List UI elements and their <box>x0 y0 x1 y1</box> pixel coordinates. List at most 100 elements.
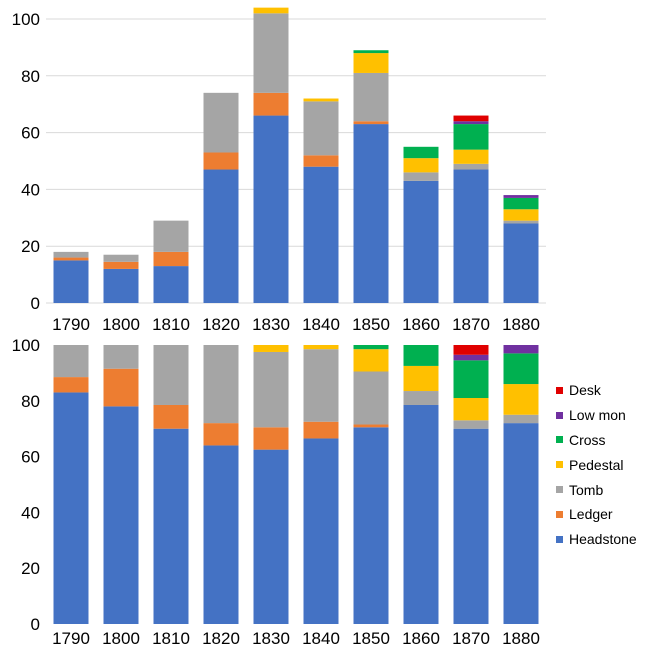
legend-item-cross: Cross <box>556 428 637 453</box>
bar-pedestal-1850 <box>353 53 389 73</box>
y-tick-label: 20 <box>21 559 40 578</box>
bar-desk-1870 <box>453 345 489 355</box>
legend-swatch-pedestal <box>556 461 563 469</box>
x-tick-label: 1880 <box>502 629 540 648</box>
x-tick-label: 1820 <box>202 315 240 334</box>
bar-headstone-1880 <box>503 423 539 624</box>
bar-tomb-1870 <box>453 420 489 429</box>
bar-tomb-1850 <box>353 371 389 425</box>
bar-pedestal-1830 <box>253 7 289 14</box>
bar-pedestal-1870 <box>453 398 489 421</box>
bar-tomb-1800 <box>103 345 139 369</box>
x-tick-label: 1860 <box>402 629 440 648</box>
x-tick-label: 1860 <box>402 315 440 334</box>
bar-tomb-1830 <box>253 351 289 428</box>
bar-pedestal-1860 <box>403 158 439 173</box>
y-tick-label: 100 <box>12 10 40 29</box>
bar-headstone-1820 <box>203 169 239 303</box>
legend-label-tomb: Tomb <box>569 481 604 498</box>
bar-pedestal-1880 <box>503 384 539 415</box>
legend-item-headstone: Headstone <box>556 527 637 552</box>
y-tick-label: 80 <box>21 392 40 411</box>
legend-swatch-desk <box>556 386 563 394</box>
bar-cross-1880 <box>503 197 539 210</box>
bar-pedestal-1870 <box>453 149 489 164</box>
bar-tomb-1820 <box>203 345 239 424</box>
bar-low-mon-1870 <box>453 354 489 361</box>
y-tick-label: 0 <box>31 615 40 634</box>
y-tick-label: 40 <box>21 503 40 522</box>
x-tick-label: 1850 <box>352 315 390 334</box>
bar-low-mon-1880 <box>503 195 539 198</box>
y-tick-label: 40 <box>21 180 40 199</box>
bar-tomb-1850 <box>353 72 389 122</box>
bar-cross-1870 <box>453 124 489 150</box>
legend-item-low-mon: Low mon <box>556 403 637 428</box>
bar-headstone-1860 <box>403 404 439 624</box>
bar-tomb-1880 <box>503 414 539 424</box>
legend-label-cross: Cross <box>569 431 606 448</box>
bar-low-mon-1870 <box>453 121 489 125</box>
bar-tomb-1790 <box>53 251 89 258</box>
y-tick-label: 0 <box>31 294 40 313</box>
x-tick-label: 1790 <box>52 315 90 334</box>
x-tick-label: 1830 <box>252 629 290 648</box>
bar-headstone-1840 <box>303 438 339 624</box>
bar-headstone-1850 <box>353 427 389 624</box>
bar-ledger-1830 <box>253 92 289 116</box>
bar-ledger-1800 <box>103 261 139 269</box>
legend-label-headstone: Headstone <box>569 531 637 548</box>
bottom-stacked-percent-chart: 0 20 40 60 80 100 1790 1800 1810 1820 1830 1840 1850… <box>12 336 540 648</box>
y-tick-label: 100 <box>12 336 40 355</box>
bar-ledger-1810 <box>153 251 189 267</box>
bar-tomb-1810 <box>153 220 189 252</box>
x-tick-label: 1800 <box>102 629 140 648</box>
x-tick-label: 1790 <box>52 629 90 648</box>
bar-headstone-1850 <box>353 124 389 303</box>
bar-headstone-1820 <box>203 445 239 624</box>
x-tick-label: 1880 <box>502 315 540 334</box>
bar-headstone-1870 <box>453 428 489 624</box>
bar-tomb-1860 <box>403 172 439 181</box>
bar-ledger-1850 <box>353 424 389 428</box>
bar-headstone-1830 <box>253 115 289 303</box>
bar-tomb-1840 <box>303 349 339 422</box>
bar-ledger-1820 <box>203 423 239 446</box>
x-tick-label: 1870 <box>452 629 490 648</box>
bar-ledger-1790 <box>53 257 89 261</box>
bar-headstone-1810 <box>153 266 189 303</box>
bar-headstone-1790 <box>53 392 89 624</box>
legend-item-tomb: Tomb <box>556 477 637 502</box>
legend-swatch-cross <box>556 436 563 444</box>
bar-tomb-1830 <box>253 13 289 93</box>
bar-ledger-1800 <box>103 368 139 407</box>
legend-item-desk: Desk <box>556 378 637 403</box>
x-tick-label: 1870 <box>452 315 490 334</box>
bar-pedestal-1840 <box>303 345 339 350</box>
legend-label-pedestal: Pedestal <box>569 456 624 473</box>
x-tick-label: 1840 <box>302 629 340 648</box>
top-stacked-count-chart: 0 20 40 60 80 100 1790 1800 1810 1820 1830 1840 1850… <box>12 7 546 334</box>
y-tick-label: 60 <box>21 124 40 143</box>
bar-headstone-1860 <box>403 180 439 303</box>
bar-headstone-1870 <box>453 169 489 303</box>
bar-cross-1850 <box>353 345 389 350</box>
bar-tomb-1820 <box>203 92 239 153</box>
legend: Desk Low mon Cross Pedestal Tomb Ledger … <box>556 378 637 552</box>
legend-item-pedestal: Pedestal <box>556 452 637 477</box>
bar-low-mon-1880 <box>503 345 539 354</box>
bar-headstone-1790 <box>53 260 89 303</box>
y-tick-label: 20 <box>21 237 40 256</box>
x-tick-label: 1800 <box>102 315 140 334</box>
bar-ledger-1810 <box>153 404 189 429</box>
bar-ledger-1840 <box>303 421 339 439</box>
bar-cross-1880 <box>503 353 539 385</box>
y-tick-label: 60 <box>21 448 40 467</box>
x-tick-label: 1830 <box>252 315 290 334</box>
bar-cross-1860 <box>403 146 439 159</box>
x-tick-label: 1840 <box>302 315 340 334</box>
bar-headstone-1880 <box>503 223 539 303</box>
legend-item-ledger: Ledger <box>556 502 637 527</box>
bar-pedestal-1840 <box>303 98 339 102</box>
